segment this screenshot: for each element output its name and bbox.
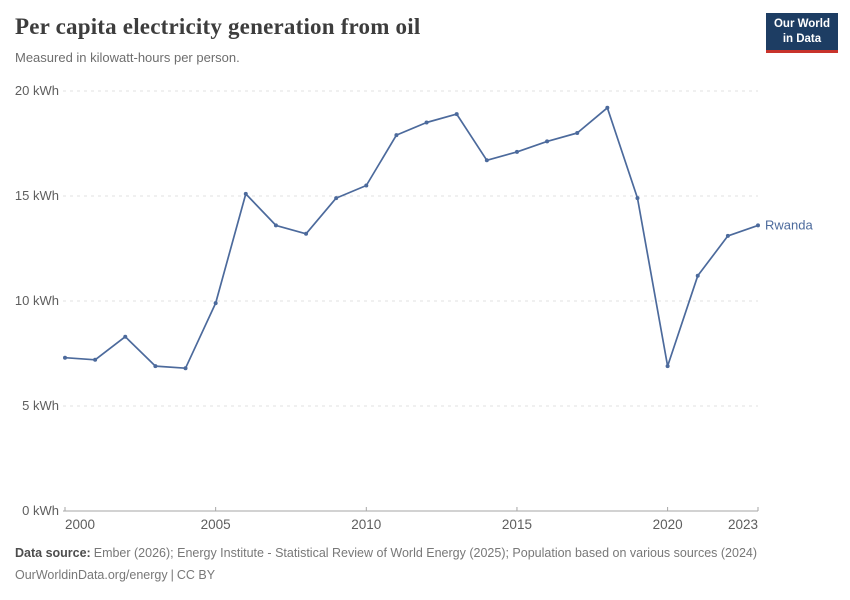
x-axis-tick-label: 2023: [728, 517, 758, 532]
data-point-marker: [63, 355, 67, 360]
data-point-marker: [545, 139, 550, 144]
data-point-marker: [695, 273, 700, 278]
footer-source-line: Data source: Ember (2026); Energy Institu…: [15, 546, 757, 560]
data-point-marker: [756, 223, 760, 228]
data-point-marker: [575, 131, 580, 135]
footer-license-line: OurWorldinData.org/energy | CC BY: [15, 568, 215, 582]
data-point-marker: [605, 105, 610, 110]
x-axis-tick-label: 2005: [201, 517, 231, 532]
data-source-text: Ember (2026); Energy Institute - Statist…: [93, 546, 758, 560]
data-point-marker: [424, 120, 429, 125]
y-axis-tick-label: 10 kWh: [15, 293, 59, 308]
y-axis-tick-label: 20 kWh: [15, 83, 59, 98]
data-point-marker: [725, 233, 730, 238]
owid-logo-line2: in Data: [782, 32, 822, 45]
data-point-marker: [364, 183, 369, 188]
x-axis-tick-label: 2000: [65, 517, 95, 532]
x-axis-tick-label: 2020: [653, 517, 683, 532]
footer-url-link[interactable]: OurWorldinData.org/energy: [15, 568, 168, 582]
owid-logo-line1: Our World: [773, 18, 830, 30]
series-entity-label: Rwanda: [765, 217, 813, 232]
data-point-marker: [394, 133, 399, 138]
data-point-marker: [334, 196, 339, 201]
data-point-marker: [183, 366, 188, 371]
y-axis-tick-label: 0 kWh: [22, 503, 59, 518]
chart-subtitle: Measured in kilowatt-hours per person.: [15, 50, 240, 65]
owid-logo[interactable]: Our World in Data: [765, 13, 838, 53]
data-source-label: Data source:: [15, 546, 91, 560]
x-axis-tick-label: 2015: [502, 517, 532, 532]
data-series-line: [64, 106, 759, 370]
data-point-marker: [304, 231, 309, 236]
data-point-marker: [123, 334, 128, 339]
data-point-marker: [213, 301, 218, 306]
data-point-marker: [243, 191, 248, 196]
y-axis-tick-label: 15 kWh: [15, 188, 59, 203]
data-point-marker: [484, 158, 489, 163]
y-axis-tick-label: 5 kWh: [22, 398, 59, 413]
data-point-marker: [273, 223, 278, 228]
page-title: Per capita electricity generation from o…: [15, 14, 421, 39]
data-point-marker: [153, 364, 158, 369]
footer-separator: |: [170, 568, 174, 582]
data-point-marker: [93, 357, 98, 362]
data-point-marker: [514, 149, 519, 154]
data-point-marker: [635, 196, 640, 201]
data-point-marker: [665, 364, 670, 369]
x-axis-tick-label: 2010: [351, 517, 381, 532]
footer-license-text: CC BY: [176, 568, 216, 582]
data-point-marker: [454, 112, 459, 117]
